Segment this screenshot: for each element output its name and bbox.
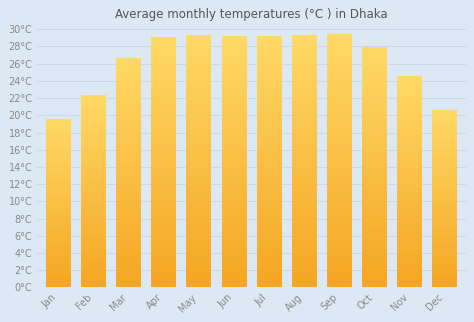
Title: Average monthly temperatures (°C ) in Dhaka: Average monthly temperatures (°C ) in Dh…: [115, 8, 388, 21]
